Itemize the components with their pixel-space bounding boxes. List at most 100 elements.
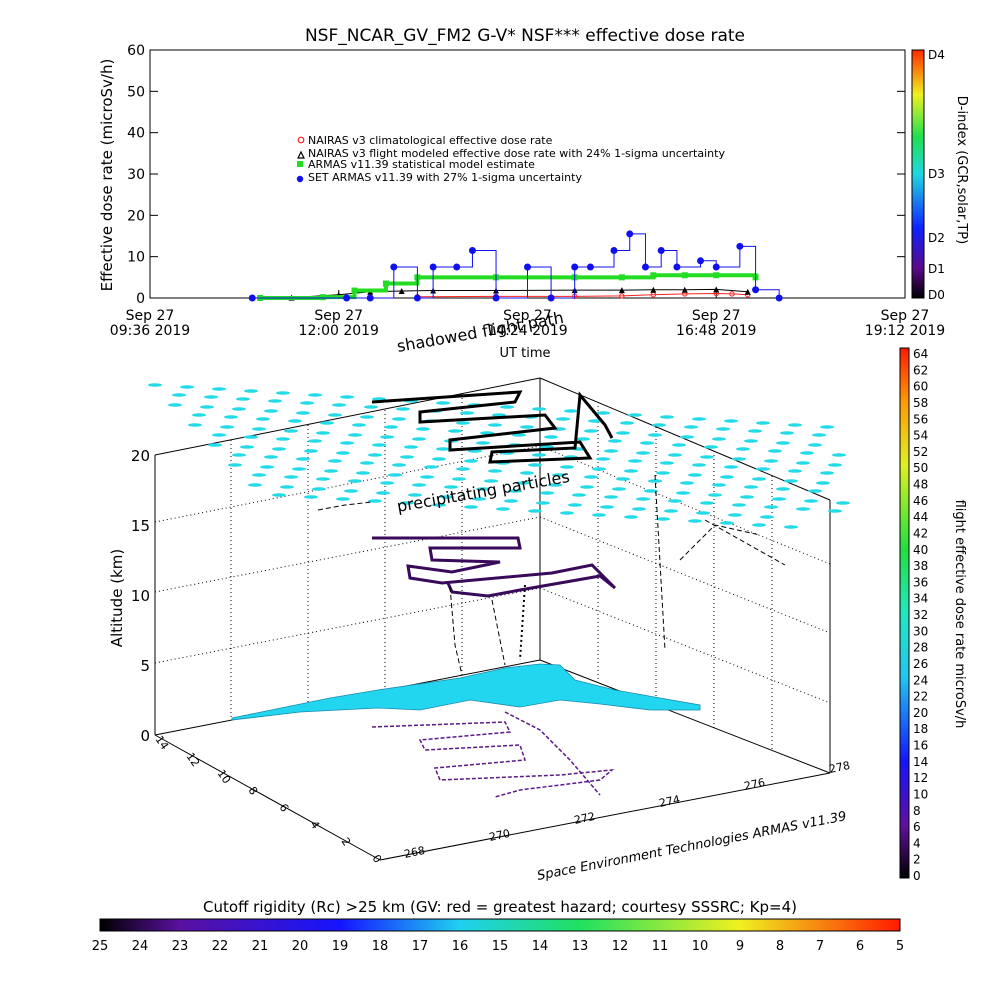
particle-mark [628,459,642,463]
rigidity-colorbar-tick-label: 16 [452,939,469,954]
particle-mark [820,425,834,429]
particle-mark [372,443,386,447]
dose-colorbar-tick-label: 16 [913,739,928,753]
particle-mark [548,483,562,487]
data-point-set-armas [453,263,461,271]
particle-mark [208,443,222,447]
particle-mark [644,489,658,493]
particle-mark [320,421,334,425]
particle-mark [540,491,554,495]
particle-mark [220,425,234,429]
particle-mark [800,451,814,455]
rigidity-colorbar-tick-label: 11 [652,939,669,954]
top-y-tick-label: 10 [127,250,145,266]
particle-mark [616,477,630,481]
particle-mark [756,467,770,471]
particle-mark [224,415,238,419]
longitude-tick-label: 278 [828,759,851,776]
particle-mark [560,465,574,469]
longitude-tick-label: 276 [743,776,766,793]
rigidity-colorbar-tick-label: 19 [332,939,349,954]
particle-mark [272,493,286,497]
particle-mark [788,469,802,473]
particle-mark [384,425,398,429]
rigidity-colorbar-tick-label: 10 [692,939,709,954]
latitude-tick-label: 0 [370,852,385,865]
particle-mark [652,423,666,427]
particle-mark [476,441,490,445]
dose-colorbar-tick-label: 12 [913,771,928,785]
legend-marker-nairas-clim [297,136,305,144]
particle-mark [304,449,318,453]
particle-mark [212,433,226,437]
particle-mark [444,485,458,489]
rigidity-colorbar-tick-label: 24 [132,939,149,954]
particle-mark [620,421,634,425]
particle-mark [360,461,374,465]
particle-mark [640,441,654,445]
altitude-tick-label: 5 [140,657,150,675]
particle-mark [276,391,290,395]
particle-mark [392,417,406,421]
particle-mark [500,405,514,409]
top-x-tick-label-line1: Sep 27 [503,308,552,324]
particle-mark [412,437,426,441]
particle-mark [668,499,682,503]
particle-mark [496,507,510,511]
dose-colorbar-tick-label: 60 [913,380,928,394]
particle-mark [364,405,378,409]
dose-colorbar: 0246810121416182022242628303234363840424… [899,347,967,883]
particle-mark [436,401,450,405]
particle-mark [608,439,622,443]
particle-mark [780,431,794,435]
top-x-tick-label-line1: Sep 27 [881,308,930,324]
dose-colorbar-tick-label: 14 [913,755,928,769]
particle-mark [476,487,490,491]
dose-colorbar-tick-label: 28 [913,641,928,655]
data-point-set-armas [366,294,374,302]
particle-mark [368,499,382,503]
particle-mark [292,467,306,471]
particle-mark [688,473,702,477]
particle-mark [408,493,422,497]
top-right-edge [539,377,831,501]
series-line-nairas-clim [417,292,748,298]
rigidity-colorbar-tick-label: 21 [252,939,269,954]
rigidity-colorbar-tick-label: 23 [172,939,189,954]
dose-colorbar-tick-label: 44 [913,510,928,524]
particle-mark [832,453,846,457]
dose-colorbar-tick-label: 54 [913,429,928,443]
particle-mark [416,427,430,431]
particle-mark [296,457,310,461]
particle-mark [616,431,630,435]
rigidity-colorbar-tick-label: 15 [492,939,509,954]
data-point-nairas-clim [729,291,735,297]
particle-mark [732,457,746,461]
particle-mark [784,525,798,529]
particle-mark [808,489,822,493]
flight-path-high-altitude [371,390,614,464]
data-point-set-armas [547,294,555,302]
particle-mark [188,423,202,427]
dose-colorbar-tick-label: 58 [913,396,928,410]
top-x-tick-label-line2: 16:48 2019 [676,323,756,339]
precipitating-particle-field [148,383,850,529]
particle-mark [592,513,606,517]
rigidity-colorbar-tick-label: 7 [816,939,824,954]
top-y-ticks: 0 10 20 30 40 50 60 [127,43,905,307]
rigidity-colorbar-tick-label: 8 [776,939,784,954]
particle-mark [724,465,738,469]
data-point-nairas-flight [681,286,688,293]
particle-mark [656,471,670,475]
particle-mark [460,411,474,415]
rigidity-colorbar-tick-label: 13 [572,939,589,954]
dose-colorbar-tick-label: 36 [913,575,928,589]
data-point-set-armas [697,257,705,265]
dose-colorbar-tick-label: 62 [913,363,928,377]
particle-mark [340,395,354,399]
particle-mark [508,489,522,493]
floor-front-right-edge [379,772,831,861]
data-point-nairas-clim [619,293,625,299]
d-index-tick-d4: D4 [928,48,945,62]
longitude-tick-label: 272 [573,810,596,827]
